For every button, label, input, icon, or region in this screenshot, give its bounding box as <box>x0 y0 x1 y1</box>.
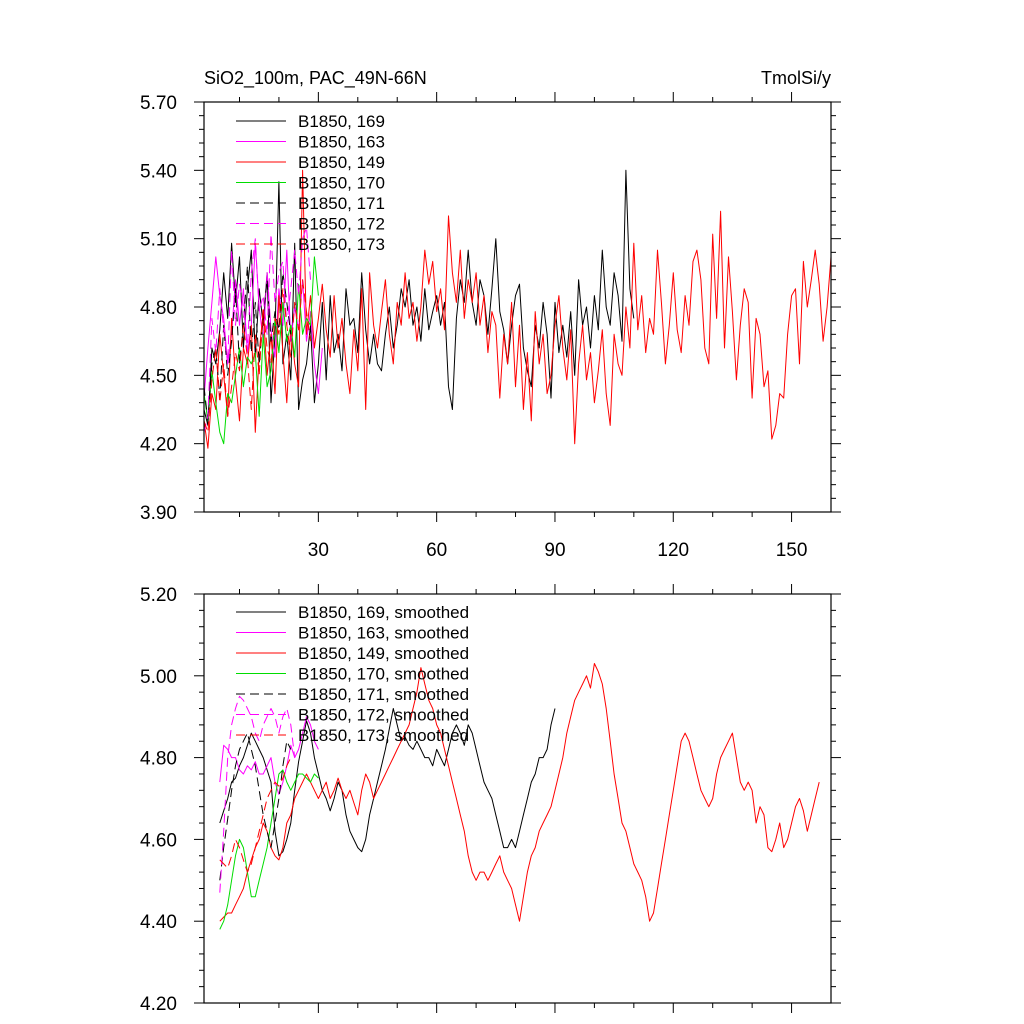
legend-label: B1850, 163 <box>298 133 385 152</box>
plot-frame <box>203 593 832 1004</box>
legend-label: B1850, 173, smoothed <box>298 726 469 745</box>
legend-label: B1850, 171, smoothed <box>298 685 469 704</box>
legend-label: B1850, 170, smoothed <box>298 665 469 684</box>
chart-title-left: SiO2_100m, PAC_49N-66N <box>204 68 427 89</box>
y-tick-label: 5.10 <box>140 230 177 251</box>
series-line-7 <box>204 279 311 433</box>
legend-label: B1850, 163, smoothed <box>298 624 469 643</box>
x-tick-label: 30 <box>308 540 329 561</box>
y-tick-label: 4.20 <box>140 435 177 456</box>
bottom-panel: 4.20 4.40 4.60 4.80 5.00 5.20 B1850, 169, smoo… <box>140 584 841 1015</box>
series-line-4 <box>219 769 319 930</box>
y-tick-label: 5.40 <box>140 161 177 182</box>
x-tick-label: 60 <box>426 540 447 561</box>
y-tick-label: 5.20 <box>140 585 177 606</box>
x-tick-label: 120 <box>657 540 689 561</box>
y-tick-label: 4.50 <box>140 366 177 387</box>
chart-units-right: TmolSi/y <box>761 68 831 88</box>
series-group <box>219 663 820 930</box>
legend-label: B1850, 149, smoothed <box>298 644 469 663</box>
series-line-3 <box>219 663 820 922</box>
legend-label: B1850, 169, smoothed <box>298 603 469 622</box>
y-tick-label: 4.40 <box>140 912 177 933</box>
x-tick-label: 90 <box>544 540 565 561</box>
y-tick-label: 4.80 <box>140 749 177 770</box>
series-line-2 <box>219 716 319 795</box>
x-tick-label: 150 <box>776 540 808 561</box>
legend-label: B1850, 169 <box>298 112 385 131</box>
legend-label: B1850, 171 <box>298 194 385 213</box>
y-tick-label: 3.90 <box>140 503 177 524</box>
legend-label: B1850, 170 <box>298 174 385 193</box>
legend-label: B1850, 173 <box>298 235 385 254</box>
series-line-7 <box>219 757 292 873</box>
y-tick-label: 5.70 <box>140 93 177 114</box>
series-line-5 <box>219 732 292 881</box>
legend-label: B1850, 149 <box>298 153 385 172</box>
series-line-6 <box>204 226 311 433</box>
series-group <box>204 169 831 449</box>
y-tick-label: 4.60 <box>140 830 177 851</box>
legend-label: B1850, 172, smoothed <box>298 706 469 725</box>
top-panel: 3.90 4.20 4.50 4.80 5.10 5.40 5.70 30 60 90 120 150… <box>140 92 841 561</box>
series-line-1 <box>219 708 556 857</box>
series-line-3 <box>204 169 831 449</box>
legend-label: B1850, 172 <box>298 215 385 234</box>
y-tick-label: 5.00 <box>140 667 177 688</box>
legend: B1850, 169, smoothed B1850, 163, smoothed… <box>236 603 469 745</box>
y-tick-label: 4.80 <box>140 298 177 319</box>
series-line-6 <box>219 695 296 893</box>
y-tick-label: 4.20 <box>140 994 177 1015</box>
